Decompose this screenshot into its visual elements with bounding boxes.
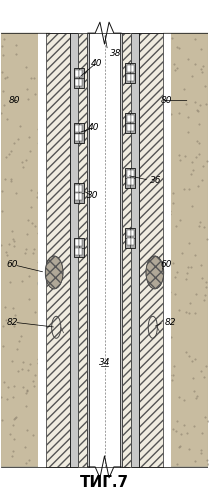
Bar — [75, 125, 79, 132]
Bar — [75, 184, 79, 192]
Bar — [131, 33, 139, 467]
Bar — [125, 168, 135, 188]
Bar — [131, 115, 134, 122]
Bar — [38, 33, 48, 467]
Bar — [87, 33, 122, 467]
Bar — [74, 238, 84, 258]
Bar — [74, 182, 84, 203]
Bar — [78, 33, 87, 467]
Bar — [79, 194, 82, 200]
Bar — [79, 240, 82, 246]
Bar — [75, 78, 79, 86]
Ellipse shape — [146, 256, 164, 289]
Text: 60: 60 — [7, 260, 18, 270]
Bar — [139, 33, 163, 467]
Bar — [127, 170, 131, 176]
Bar — [131, 170, 134, 176]
Bar — [125, 228, 135, 248]
Bar — [127, 230, 131, 236]
Text: 82: 82 — [7, 318, 18, 327]
Text: 36: 36 — [150, 176, 162, 184]
Bar — [75, 248, 79, 255]
Bar — [75, 240, 79, 246]
Bar — [122, 33, 131, 467]
Text: 40: 40 — [91, 58, 102, 68]
Bar — [127, 124, 131, 130]
Bar — [87, 33, 89, 467]
Bar — [127, 178, 131, 186]
Text: 38: 38 — [110, 48, 121, 58]
Bar — [131, 238, 134, 245]
Text: 30: 30 — [87, 190, 98, 200]
Bar — [78, 33, 87, 467]
Bar — [46, 33, 70, 467]
Bar — [74, 68, 84, 88]
Bar — [127, 74, 131, 80]
Bar — [74, 123, 84, 143]
Bar — [161, 33, 171, 467]
Text: 34: 34 — [99, 358, 110, 366]
Bar — [127, 65, 131, 72]
Bar — [75, 134, 79, 140]
Bar — [125, 113, 135, 133]
Text: 80: 80 — [161, 96, 172, 105]
Bar — [131, 124, 134, 130]
Polygon shape — [154, 33, 208, 467]
Bar — [75, 70, 79, 77]
Text: 80: 80 — [9, 96, 20, 105]
Bar — [79, 70, 82, 77]
Bar — [131, 230, 134, 236]
Bar — [127, 115, 131, 122]
Bar — [120, 33, 122, 467]
Bar — [131, 178, 134, 186]
Bar — [79, 134, 82, 140]
Bar — [139, 33, 163, 467]
Bar — [79, 184, 82, 192]
Bar — [79, 125, 82, 132]
Bar — [70, 33, 78, 467]
Bar — [79, 248, 82, 255]
Bar — [127, 238, 131, 245]
Bar — [131, 74, 134, 80]
Text: 82: 82 — [165, 318, 176, 327]
Text: ΤИГ.7: ΤИГ.7 — [80, 476, 129, 490]
Bar — [79, 78, 82, 86]
Text: 40: 40 — [88, 124, 99, 132]
Bar — [46, 33, 70, 467]
Bar — [131, 65, 134, 72]
Ellipse shape — [45, 256, 63, 289]
Bar — [75, 194, 79, 200]
Bar — [125, 63, 135, 83]
Text: 60: 60 — [161, 260, 172, 270]
Polygon shape — [1, 33, 55, 467]
Bar — [122, 33, 131, 467]
